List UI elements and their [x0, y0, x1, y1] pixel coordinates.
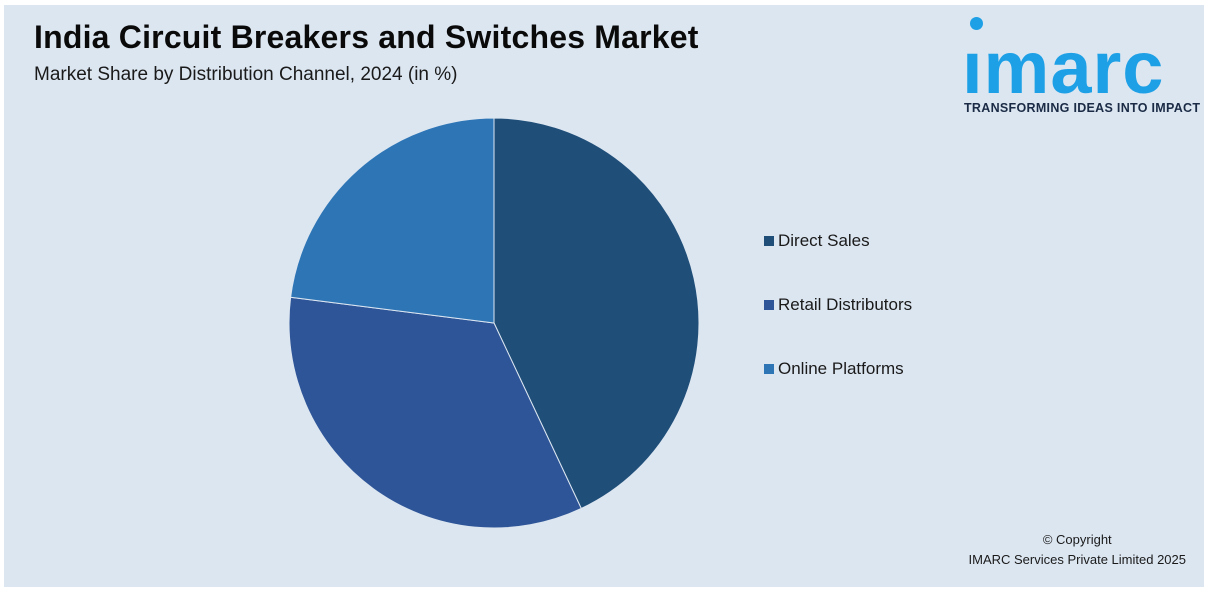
copyright-line: © Copyright — [1042, 532, 1112, 547]
legend-swatch — [764, 300, 774, 310]
imarc-logo: ımarc TRANSFORMING IDEAS INTO IMPACT — [962, 17, 1200, 121]
legend-swatch — [764, 364, 774, 374]
legend-label: Direct Sales — [778, 231, 870, 250]
copyright-notice: © Copyright IMARC Services Private Limit… — [969, 530, 1186, 570]
pie-slice-direct-sales — [493, 117, 700, 510]
pie-slice-retail-distributors — [288, 296, 582, 529]
chart-title: India Circuit Breakers and Switches Mark… — [34, 19, 699, 55]
legend-label: Online Platforms — [778, 359, 904, 378]
copyright-owner: IMARC Services Private Limited 2025 — [968, 552, 1186, 567]
logo-dot-icon — [970, 17, 983, 30]
pie-chart — [288, 117, 700, 529]
legend-label: Retail Distributors — [778, 295, 913, 314]
legend-swatch — [764, 236, 774, 246]
logo-tagline: TRANSFORMING IDEAS INTO IMPACT — [964, 101, 1201, 115]
chart-subtitle: Market Share by Distribution Channel, 20… — [34, 64, 458, 85]
logo-wordmark: ımarc — [962, 26, 1165, 109]
pie-slice-online-platforms — [290, 117, 495, 324]
chart-canvas: India Circuit Breakers and Switches Mark… — [4, 5, 1204, 587]
